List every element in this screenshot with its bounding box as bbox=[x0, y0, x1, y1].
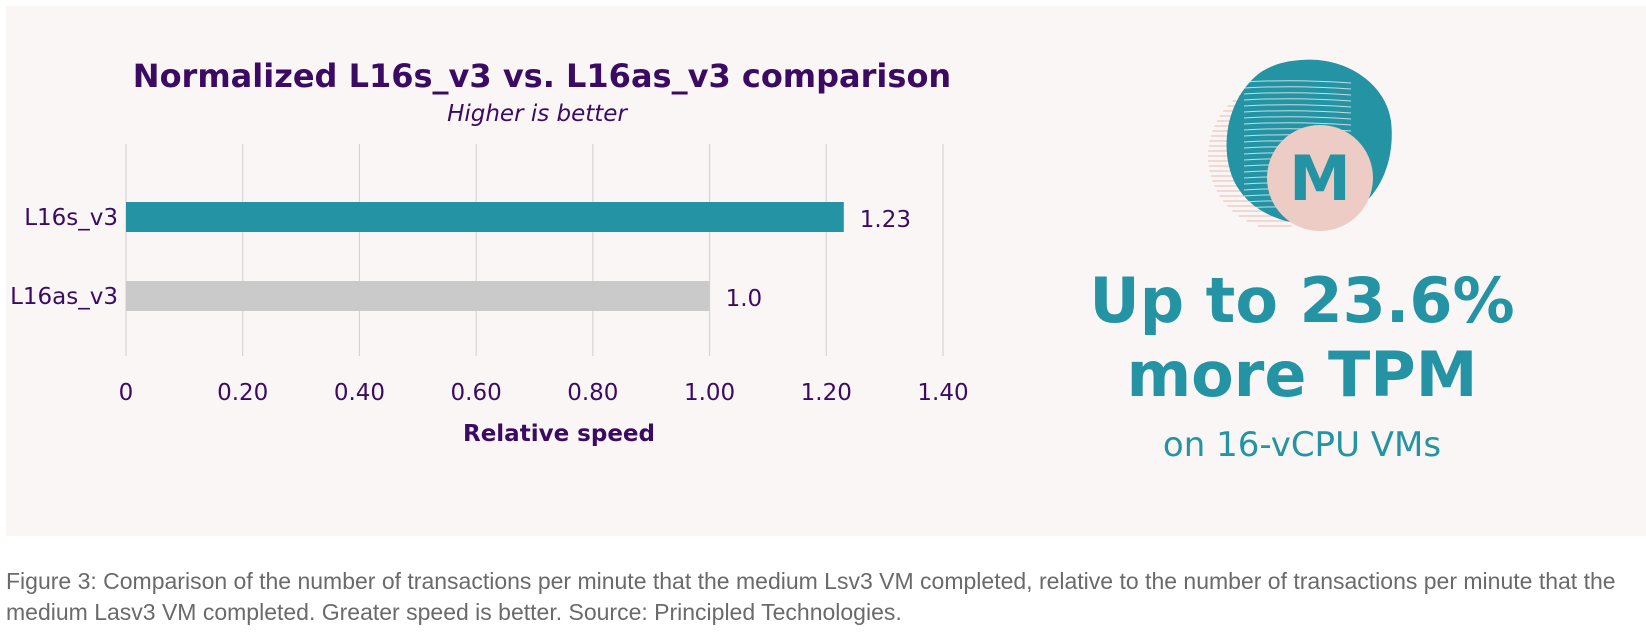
category-label: L16as_v3 bbox=[10, 284, 118, 310]
gridlines bbox=[125, 144, 944, 356]
blob-line bbox=[1243, 104, 1352, 108]
bar bbox=[126, 202, 844, 232]
blob-line bbox=[1243, 92, 1352, 96]
x-tick-label: 0.60 bbox=[451, 380, 502, 406]
figure-panel: Normalized L16s_v3 vs. L16as_v3 comparis… bbox=[6, 6, 1646, 536]
figure-caption: Figure 3: Comparison of the number of tr… bbox=[6, 568, 1616, 625]
x-tick-label: 1.40 bbox=[917, 380, 968, 406]
x-tick-labels: 0 0.20 0.40 0.60 0.80 1.00 1.20 1.40 bbox=[119, 380, 969, 406]
data-label: 1.0 bbox=[726, 286, 763, 312]
x-tick-label: 1.20 bbox=[801, 380, 852, 406]
blob-line bbox=[1243, 98, 1352, 102]
blob-line bbox=[1243, 122, 1352, 126]
x-tick-label: 0.20 bbox=[217, 380, 268, 406]
blob-line bbox=[1243, 80, 1352, 84]
x-tick-label: 0.40 bbox=[334, 380, 385, 406]
bars: L16s_v3 1.23 L16as_v3 1.0 bbox=[10, 202, 911, 312]
blob-line bbox=[1243, 116, 1352, 120]
chart: Normalized L16s_v3 vs. L16as_v3 comparis… bbox=[10, 57, 1515, 465]
category-label: L16s_v3 bbox=[24, 205, 118, 231]
x-tick-label: 0.80 bbox=[567, 380, 618, 406]
badge-illustration: M bbox=[1208, 59, 1392, 231]
chart-title: Normalized L16s_v3 vs. L16as_v3 comparis… bbox=[133, 57, 951, 95]
blob-line bbox=[1243, 86, 1352, 90]
badge-letter: M bbox=[1289, 142, 1351, 215]
x-tick-label: 1.00 bbox=[684, 380, 735, 406]
data-label: 1.23 bbox=[860, 207, 911, 233]
x-axis-title: Relative speed bbox=[463, 421, 655, 447]
chart-subtitle: Higher is better bbox=[447, 101, 628, 127]
bar bbox=[126, 281, 710, 311]
highlight-line-2: more TPM bbox=[1127, 338, 1478, 411]
x-tick-label: 0 bbox=[119, 380, 134, 406]
blob-line bbox=[1243, 110, 1352, 114]
highlight-line-3: on 16-vCPU VMs bbox=[1163, 425, 1441, 465]
highlight-line-1: Up to 23.6% bbox=[1089, 264, 1514, 337]
badge-circle bbox=[1267, 125, 1373, 231]
